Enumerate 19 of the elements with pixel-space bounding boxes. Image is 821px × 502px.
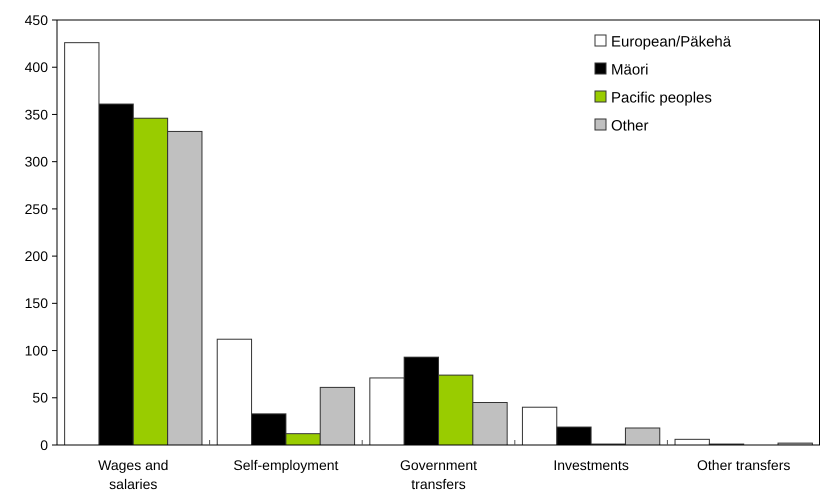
y-tick-label: 50 bbox=[32, 390, 48, 406]
x-tick-label: Other transfers bbox=[697, 457, 790, 473]
legend-label: European/Päkehä bbox=[611, 33, 732, 50]
y-tick-label: 150 bbox=[24, 295, 48, 312]
x-tick-label: Self-employment bbox=[233, 457, 339, 473]
y-tick-label: 200 bbox=[24, 248, 48, 264]
x-tick-label: Government transfers bbox=[400, 457, 478, 492]
legend-label: Mäori bbox=[611, 61, 649, 78]
y-tick-label: 300 bbox=[24, 154, 48, 170]
legend-label: Other bbox=[611, 117, 649, 134]
y-tick-label: 450 bbox=[24, 12, 48, 28]
x-tick-label: Wages and salaries bbox=[98, 457, 168, 492]
y-tick-label: 0 bbox=[40, 436, 48, 453]
y-tick-label: 350 bbox=[24, 106, 48, 122]
legend-label: Pacific peoples bbox=[611, 89, 712, 106]
y-tick-label: 400 bbox=[24, 59, 48, 76]
x-tick-label: Investments bbox=[553, 457, 629, 473]
y-tick-label: 250 bbox=[24, 200, 48, 217]
y-tick-label: 100 bbox=[24, 342, 48, 358]
